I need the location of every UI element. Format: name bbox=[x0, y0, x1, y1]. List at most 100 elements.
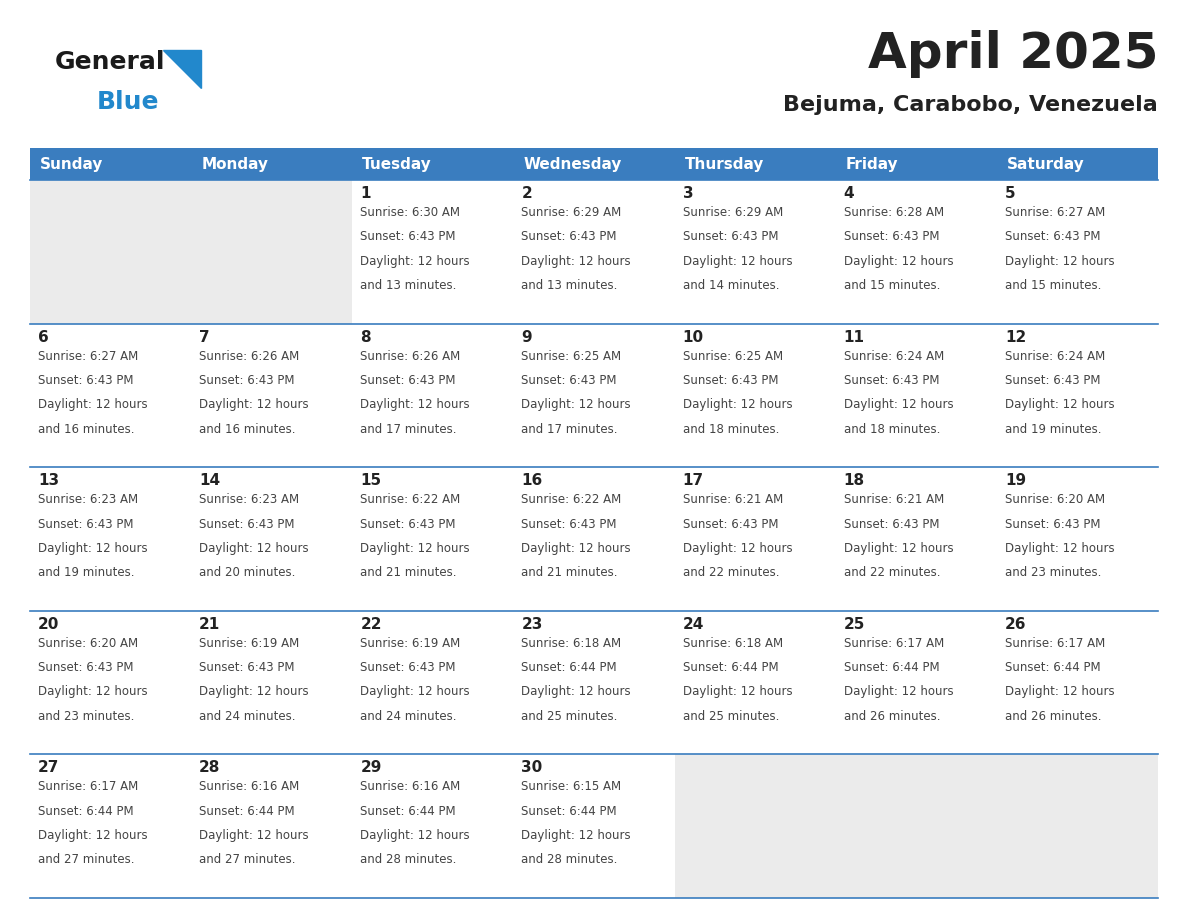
Text: Daylight: 12 hours: Daylight: 12 hours bbox=[522, 686, 631, 699]
Text: April 2025: April 2025 bbox=[867, 30, 1158, 78]
Text: Sunrise: 6:22 AM: Sunrise: 6:22 AM bbox=[522, 493, 621, 506]
Text: Sunrise: 6:27 AM: Sunrise: 6:27 AM bbox=[1005, 206, 1105, 219]
Text: and 18 minutes.: and 18 minutes. bbox=[683, 422, 779, 435]
Bar bbox=[30, 148, 1158, 180]
Text: Sunset: 6:43 PM: Sunset: 6:43 PM bbox=[200, 661, 295, 674]
Text: 26: 26 bbox=[1005, 617, 1026, 632]
Text: Sunset: 6:43 PM: Sunset: 6:43 PM bbox=[360, 374, 456, 386]
Text: Daylight: 12 hours: Daylight: 12 hours bbox=[522, 398, 631, 411]
Text: 18: 18 bbox=[843, 473, 865, 488]
Text: Daylight: 12 hours: Daylight: 12 hours bbox=[843, 686, 953, 699]
Text: 1: 1 bbox=[360, 186, 371, 201]
Text: Thursday: Thursday bbox=[684, 156, 764, 172]
Text: Sunrise: 6:25 AM: Sunrise: 6:25 AM bbox=[683, 350, 783, 363]
Text: Sunset: 6:44 PM: Sunset: 6:44 PM bbox=[522, 661, 617, 674]
Text: Sunrise: 6:27 AM: Sunrise: 6:27 AM bbox=[38, 350, 138, 363]
Text: Sunrise: 6:21 AM: Sunrise: 6:21 AM bbox=[843, 493, 944, 506]
Text: Daylight: 12 hours: Daylight: 12 hours bbox=[1005, 254, 1114, 268]
Text: Sunset: 6:43 PM: Sunset: 6:43 PM bbox=[522, 230, 617, 243]
Text: and 27 minutes.: and 27 minutes. bbox=[200, 854, 296, 867]
Text: Sunset: 6:43 PM: Sunset: 6:43 PM bbox=[1005, 374, 1100, 386]
Text: Sunrise: 6:24 AM: Sunrise: 6:24 AM bbox=[1005, 350, 1105, 363]
Text: Sunrise: 6:17 AM: Sunrise: 6:17 AM bbox=[38, 780, 138, 793]
Text: Sunrise: 6:29 AM: Sunrise: 6:29 AM bbox=[522, 206, 621, 219]
Text: Sunrise: 6:16 AM: Sunrise: 6:16 AM bbox=[200, 780, 299, 793]
Text: and 24 minutes.: and 24 minutes. bbox=[200, 710, 296, 722]
Bar bbox=[675, 755, 835, 898]
Text: Sunrise: 6:19 AM: Sunrise: 6:19 AM bbox=[200, 637, 299, 650]
Text: Sunset: 6:43 PM: Sunset: 6:43 PM bbox=[843, 374, 940, 386]
Text: Friday: Friday bbox=[846, 156, 898, 172]
Text: Sunday: Sunday bbox=[40, 156, 103, 172]
Text: Sunset: 6:43 PM: Sunset: 6:43 PM bbox=[200, 518, 295, 531]
Text: Sunrise: 6:24 AM: Sunrise: 6:24 AM bbox=[843, 350, 944, 363]
Text: and 15 minutes.: and 15 minutes. bbox=[1005, 279, 1101, 292]
Text: and 16 minutes.: and 16 minutes. bbox=[38, 422, 134, 435]
Text: and 21 minutes.: and 21 minutes. bbox=[360, 566, 456, 579]
Text: Daylight: 12 hours: Daylight: 12 hours bbox=[38, 686, 147, 699]
Text: Sunset: 6:44 PM: Sunset: 6:44 PM bbox=[522, 805, 617, 818]
Text: Daylight: 12 hours: Daylight: 12 hours bbox=[360, 829, 470, 842]
Text: 29: 29 bbox=[360, 760, 381, 776]
Text: Sunset: 6:43 PM: Sunset: 6:43 PM bbox=[1005, 518, 1100, 531]
Text: 12: 12 bbox=[1005, 330, 1026, 344]
Text: 21: 21 bbox=[200, 617, 221, 632]
Text: Sunrise: 6:29 AM: Sunrise: 6:29 AM bbox=[683, 206, 783, 219]
Text: Sunrise: 6:20 AM: Sunrise: 6:20 AM bbox=[1005, 493, 1105, 506]
Text: and 28 minutes.: and 28 minutes. bbox=[522, 854, 618, 867]
Text: Sunset: 6:43 PM: Sunset: 6:43 PM bbox=[38, 661, 133, 674]
Text: Daylight: 12 hours: Daylight: 12 hours bbox=[1005, 398, 1114, 411]
Text: Sunrise: 6:18 AM: Sunrise: 6:18 AM bbox=[683, 637, 783, 650]
Text: Daylight: 12 hours: Daylight: 12 hours bbox=[683, 398, 792, 411]
Text: Sunrise: 6:23 AM: Sunrise: 6:23 AM bbox=[200, 493, 299, 506]
Text: 28: 28 bbox=[200, 760, 221, 776]
Text: 11: 11 bbox=[843, 330, 865, 344]
Text: 17: 17 bbox=[683, 473, 703, 488]
Text: and 15 minutes.: and 15 minutes. bbox=[843, 279, 940, 292]
Text: Sunrise: 6:19 AM: Sunrise: 6:19 AM bbox=[360, 637, 461, 650]
Text: 15: 15 bbox=[360, 473, 381, 488]
Text: 22: 22 bbox=[360, 617, 381, 632]
Text: Saturday: Saturday bbox=[1007, 156, 1085, 172]
Text: 30: 30 bbox=[522, 760, 543, 776]
Text: and 16 minutes.: and 16 minutes. bbox=[200, 422, 296, 435]
Text: Sunset: 6:43 PM: Sunset: 6:43 PM bbox=[843, 230, 940, 243]
Text: 10: 10 bbox=[683, 330, 703, 344]
Text: Sunrise: 6:23 AM: Sunrise: 6:23 AM bbox=[38, 493, 138, 506]
Text: Daylight: 12 hours: Daylight: 12 hours bbox=[38, 542, 147, 554]
Text: and 13 minutes.: and 13 minutes. bbox=[522, 279, 618, 292]
Text: 4: 4 bbox=[843, 186, 854, 201]
Text: and 24 minutes.: and 24 minutes. bbox=[360, 710, 456, 722]
Text: Sunrise: 6:28 AM: Sunrise: 6:28 AM bbox=[843, 206, 943, 219]
Text: Daylight: 12 hours: Daylight: 12 hours bbox=[843, 542, 953, 554]
Text: Sunset: 6:44 PM: Sunset: 6:44 PM bbox=[38, 805, 133, 818]
Text: and 23 minutes.: and 23 minutes. bbox=[38, 710, 134, 722]
Text: Sunrise: 6:16 AM: Sunrise: 6:16 AM bbox=[360, 780, 461, 793]
Bar bbox=[191, 180, 353, 324]
Text: Sunset: 6:43 PM: Sunset: 6:43 PM bbox=[360, 230, 456, 243]
Text: and 22 minutes.: and 22 minutes. bbox=[683, 566, 779, 579]
Text: Daylight: 12 hours: Daylight: 12 hours bbox=[522, 254, 631, 268]
Text: 20: 20 bbox=[38, 617, 59, 632]
Text: 5: 5 bbox=[1005, 186, 1016, 201]
Text: and 19 minutes.: and 19 minutes. bbox=[38, 566, 134, 579]
Text: Sunset: 6:43 PM: Sunset: 6:43 PM bbox=[522, 518, 617, 531]
Text: and 22 minutes.: and 22 minutes. bbox=[843, 566, 940, 579]
Text: Daylight: 12 hours: Daylight: 12 hours bbox=[683, 542, 792, 554]
Text: and 13 minutes.: and 13 minutes. bbox=[360, 279, 456, 292]
Text: Sunset: 6:43 PM: Sunset: 6:43 PM bbox=[522, 374, 617, 386]
Text: Daylight: 12 hours: Daylight: 12 hours bbox=[683, 686, 792, 699]
Text: and 26 minutes.: and 26 minutes. bbox=[1005, 710, 1101, 722]
Text: and 19 minutes.: and 19 minutes. bbox=[1005, 422, 1101, 435]
Text: Sunset: 6:44 PM: Sunset: 6:44 PM bbox=[360, 805, 456, 818]
Text: Sunset: 6:43 PM: Sunset: 6:43 PM bbox=[683, 374, 778, 386]
Text: and 20 minutes.: and 20 minutes. bbox=[200, 566, 296, 579]
Text: Daylight: 12 hours: Daylight: 12 hours bbox=[843, 254, 953, 268]
Text: Sunset: 6:43 PM: Sunset: 6:43 PM bbox=[843, 518, 940, 531]
Text: Sunset: 6:43 PM: Sunset: 6:43 PM bbox=[683, 518, 778, 531]
Text: and 25 minutes.: and 25 minutes. bbox=[683, 710, 779, 722]
Text: Sunset: 6:43 PM: Sunset: 6:43 PM bbox=[360, 661, 456, 674]
Text: and 14 minutes.: and 14 minutes. bbox=[683, 279, 779, 292]
Text: Tuesday: Tuesday bbox=[362, 156, 432, 172]
Text: Sunrise: 6:17 AM: Sunrise: 6:17 AM bbox=[1005, 637, 1105, 650]
